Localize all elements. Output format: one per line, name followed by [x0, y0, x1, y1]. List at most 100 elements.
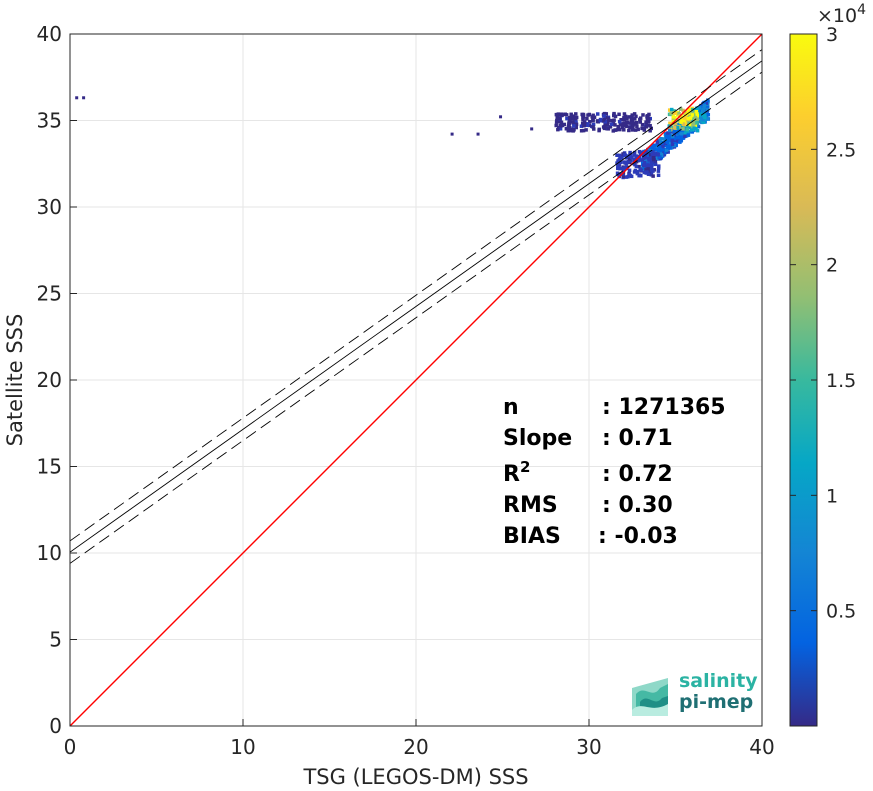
- density-cell: [623, 161, 627, 165]
- stat-value: : 0.71: [602, 426, 673, 451]
- density-cell: [625, 120, 630, 125]
- density-cell: [626, 159, 630, 164]
- density-cell: [673, 141, 677, 146]
- density-cell: [679, 136, 683, 141]
- density-cell: [635, 169, 640, 174]
- density-cell: [658, 155, 662, 159]
- density-cell: [626, 174, 630, 179]
- density-cell: [636, 157, 640, 162]
- density-cell: [627, 157, 632, 161]
- density-cell: [627, 168, 632, 173]
- density-cell: [665, 145, 670, 150]
- density-cell: [657, 164, 661, 168]
- density-cell: [581, 117, 585, 122]
- density-cell: [620, 156, 624, 160]
- density-cell: [656, 166, 661, 170]
- density-cell: [634, 159, 639, 164]
- density-cell: [574, 120, 578, 124]
- density-cell: [699, 103, 703, 108]
- stat-value: : 1271365: [602, 395, 726, 420]
- density-cell: [632, 158, 636, 163]
- density-cell: [558, 127, 563, 131]
- density-cell: [673, 136, 677, 141]
- stat-value: : 0.72: [602, 462, 673, 487]
- density-cell: [657, 145, 662, 149]
- density-cell: [639, 150, 644, 155]
- density-cell: [672, 133, 677, 137]
- density-cell: [628, 150, 632, 155]
- density-cell: [683, 131, 688, 136]
- colorbar-tick-label: 1.5: [826, 370, 856, 392]
- density-cell: [685, 127, 689, 132]
- density-cell: [686, 125, 691, 129]
- density-cell: [666, 138, 671, 142]
- density-cell: [570, 116, 575, 121]
- density-cell: [652, 157, 656, 162]
- density-cell: [703, 114, 707, 118]
- density-cell: [649, 145, 653, 150]
- density-cell: [623, 153, 628, 158]
- stat-key: Slope: [503, 426, 572, 451]
- density-cell: [706, 117, 710, 121]
- density-cell: [653, 147, 657, 152]
- identity-line: [70, 34, 762, 726]
- density-cell: [610, 118, 614, 123]
- density-cell: [665, 136, 669, 140]
- y-tick-label: 10: [37, 541, 62, 565]
- density-cell: [632, 161, 636, 166]
- density-cell: [650, 152, 654, 156]
- density-cell: [642, 152, 647, 157]
- density-cell: [618, 127, 622, 132]
- density-cell: [582, 123, 586, 128]
- density-cell: [682, 118, 686, 122]
- density-cell: [672, 109, 676, 113]
- density-cell: [569, 112, 573, 117]
- density-cell: [633, 168, 638, 173]
- density-cell: [637, 173, 642, 177]
- stats-box: n: 1271365 Slope: 0.71 R2: 0.72 RMS: 0.30 BI…: [503, 395, 726, 549]
- density-cell: [652, 143, 656, 148]
- y-tick-label: 15: [37, 455, 62, 479]
- density-cell: [596, 119, 601, 124]
- density-cell: [633, 117, 637, 121]
- density-cell: [617, 112, 621, 117]
- density-cell: [630, 115, 634, 119]
- density-cell: [673, 138, 677, 143]
- density-cell: [632, 153, 636, 157]
- density-cell: [672, 129, 676, 133]
- density-cell: [649, 168, 654, 172]
- density-cell: [644, 120, 648, 124]
- density-outlier: [82, 96, 86, 100]
- density-cell: [616, 159, 620, 163]
- density-cell: [682, 116, 687, 120]
- density-cell: [571, 121, 575, 125]
- density-cell: [668, 146, 672, 150]
- density-cell: [609, 122, 614, 127]
- density-cell: [680, 135, 684, 139]
- density-cell: [656, 173, 661, 178]
- density-cell: [585, 116, 589, 121]
- density-cell: [606, 120, 610, 124]
- density-cell: [608, 125, 613, 129]
- density-cell: [695, 108, 700, 112]
- density-cell: [688, 122, 693, 127]
- density-cell: [648, 128, 652, 133]
- density-cell: [640, 122, 645, 127]
- density-cell: [653, 162, 658, 167]
- density-cell: [656, 169, 661, 173]
- density-cell: [705, 107, 710, 112]
- density-cell: [574, 122, 579, 127]
- density-cell: [571, 114, 576, 118]
- density-cell: [617, 161, 622, 166]
- density-cell: [659, 153, 664, 158]
- density-cell: [702, 100, 706, 105]
- stat-key: n: [503, 395, 519, 420]
- density-cell: [588, 119, 592, 124]
- density-cell: [657, 149, 661, 153]
- density-cell: [604, 112, 609, 116]
- density-cell: [624, 116, 628, 121]
- axis-ticks: 0 10 20 30 40 0 5 10 15 20 25 30 35 40: [37, 22, 775, 759]
- density-cell: [606, 116, 611, 121]
- density-outlier: [499, 115, 503, 119]
- density-cell: [638, 120, 643, 124]
